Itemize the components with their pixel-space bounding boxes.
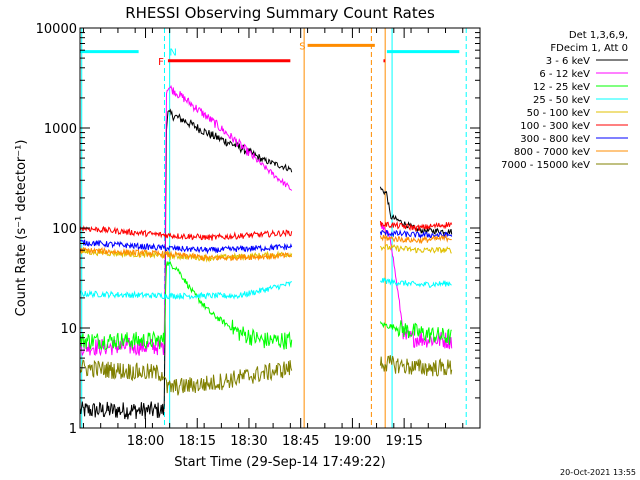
- legend: Det 1,3,6,9, FDecim 1, Att 0 3 - 6 keV 6 - …: [501, 30, 628, 171]
- x-tick-label-4: 19:00: [334, 434, 371, 449]
- series-line-2-0: [79, 261, 293, 351]
- series-line-3-1: [379, 277, 452, 288]
- series-line-1-1: [379, 221, 453, 350]
- y-tick-label-1: 10: [60, 322, 77, 337]
- marker-layer: [81, 28, 467, 428]
- series-line-7-1: [379, 234, 452, 245]
- x-tick-label-0: 18:00: [127, 434, 164, 449]
- y-tick-label-2: 100: [52, 222, 77, 237]
- legend-label-0: 3 - 6 keV: [546, 56, 590, 67]
- legend-label-4: 50 - 100 keV: [527, 108, 591, 119]
- legend-label-7: 800 - 7000 keV: [514, 147, 590, 158]
- y-axis-label: Count Rate (s⁻¹ detector⁻¹): [14, 140, 29, 317]
- series-line-6-1: [379, 229, 453, 240]
- y-tick-label-4: 10000: [36, 22, 77, 37]
- series-line-0-0: [79, 108, 293, 420]
- series-line-4-1: [379, 243, 452, 254]
- x-tick-label-1: 18:15: [179, 434, 216, 449]
- legend-label-8: 7000 - 15000 keV: [501, 160, 590, 171]
- annotation-letter-n: N: [169, 48, 176, 59]
- legend-header-0: Det 1,3,6,9,: [569, 30, 628, 41]
- y-tick-label-3: 1000: [44, 122, 77, 137]
- x-tick-label-5: 19:15: [385, 434, 422, 449]
- series-line-8-0: [79, 359, 293, 396]
- series-line-7-0: [79, 246, 293, 262]
- x-tick-label-2: 18:30: [230, 434, 267, 449]
- legend-label-2: 12 - 25 keV: [533, 82, 590, 93]
- legend-label-6: 300 - 800 keV: [520, 134, 590, 145]
- series-line-8-1: [379, 355, 453, 377]
- footer-timestamp: 20-Oct-2021 13:55: [560, 468, 636, 477]
- series-line-5-0: [79, 225, 293, 241]
- legend-label-3: 25 - 50 keV: [533, 95, 590, 106]
- y-tick-label-0: 1: [69, 422, 77, 437]
- legend-label-5: 100 - 300 keV: [520, 121, 590, 132]
- x-tick-label-3: 18:45: [282, 434, 319, 449]
- series-line-5-1: [379, 220, 453, 232]
- chart-title: RHESSI Observing Summary Count Rates: [125, 4, 435, 22]
- series-layer: [79, 84, 453, 420]
- series-line-3-0: [79, 281, 293, 301]
- axis-layer: 1 10 100 1000 10000 18:00 18:15 18:30 18:45 19:00…: [36, 22, 480, 449]
- annotation-layer: FN S: [80, 41, 460, 68]
- annotation-letter-s: S: [299, 41, 305, 52]
- legend-label-1: 6 - 12 keV: [539, 69, 590, 80]
- x-axis-label: Start Time (29-Sep-14 17:49:22): [174, 455, 385, 470]
- series-line-2-1: [379, 320, 452, 345]
- legend-header-1: FDecim 1, Att 0: [550, 43, 628, 54]
- annotation-letter-f: F: [158, 57, 164, 68]
- series-line-6-0: [79, 239, 293, 255]
